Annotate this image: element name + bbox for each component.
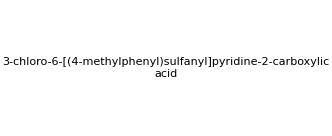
Text: 3-chloro-6-[(4-methylphenyl)sulfanyl]pyridine-2-carboxylic acid: 3-chloro-6-[(4-methylphenyl)sulfanyl]pyr… — [2, 57, 330, 79]
